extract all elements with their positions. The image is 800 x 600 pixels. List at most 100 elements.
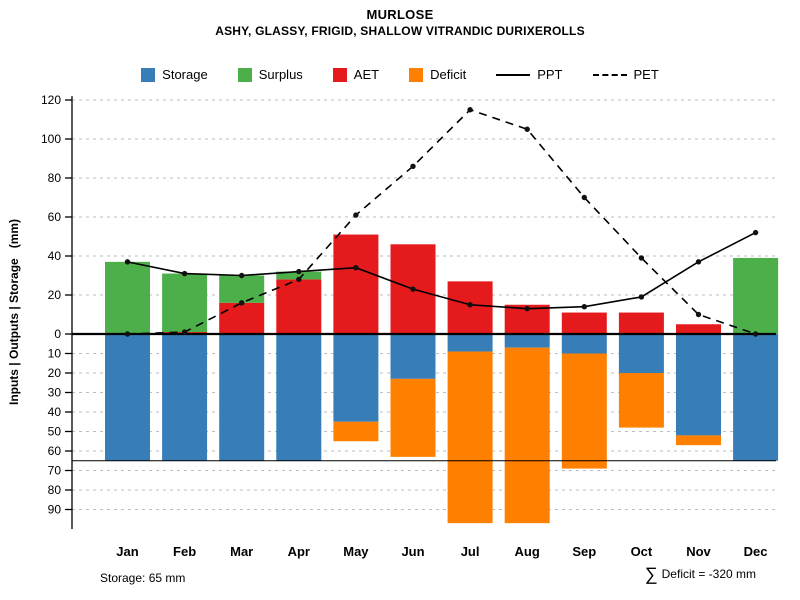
- deficit-total-text: Deficit = -320 mm: [661, 567, 756, 581]
- legend-item-aet: AET: [332, 67, 380, 82]
- bar-deficit-jul: [447, 351, 493, 524]
- bar-aet-oct: [618, 312, 664, 334]
- bar-surplus-feb: [162, 273, 208, 333]
- bar-aet-apr: [276, 279, 322, 334]
- legend-item-pet: PET: [592, 67, 659, 82]
- ppt-point-dec: [752, 229, 759, 236]
- deficit-total-note: ∑ Deficit = -320 mm: [645, 565, 756, 583]
- x-tick-label-nov: Nov: [686, 544, 711, 559]
- legend-label: Surplus: [258, 67, 303, 82]
- pet-point-mar: [239, 300, 245, 306]
- y-tick-label-0: 0: [54, 327, 61, 341]
- pet-point-apr: [296, 276, 302, 283]
- y-tick-label-neg-60: 60: [48, 444, 62, 458]
- y-tick-label-neg-90: 90: [48, 503, 62, 517]
- pet-point-sep: [581, 194, 587, 201]
- x-tick-label-jun: Jun: [401, 544, 424, 559]
- legend-item-deficit: Deficit: [409, 67, 466, 82]
- bar-storage-apr: [276, 334, 322, 461]
- legend-item-storage: Storage: [141, 67, 208, 82]
- bar-deficit-oct: [618, 373, 664, 428]
- y-tick-label-40: 40: [48, 249, 62, 263]
- bar-surplus-dec: [733, 257, 779, 334]
- surplus-swatch-icon: [237, 67, 252, 82]
- x-tick-label-aug: Aug: [515, 544, 540, 559]
- line-dashed-icon: [592, 73, 627, 76]
- y-axis-title: Inputs | Outputs | Storage (mm): [7, 219, 21, 405]
- bar-deficit-sep: [561, 353, 607, 469]
- bar-deficit-may: [333, 421, 379, 442]
- bar-deficit-aug: [504, 347, 550, 524]
- pet-point-feb: [181, 329, 188, 335]
- ppt-point-aug: [524, 305, 530, 312]
- legend-label: PET: [633, 67, 659, 82]
- y-tick-label-neg-10: 10: [48, 347, 62, 361]
- bar-storage-nov: [676, 334, 721, 436]
- y-tick-label-neg-30: 30: [48, 386, 62, 400]
- bar-surplus-apr: [276, 271, 322, 280]
- x-tick-label-jan: Jan: [116, 544, 138, 559]
- bar-storage-dec: [733, 334, 779, 461]
- x-tick-label-apr: Apr: [288, 544, 310, 559]
- legend-item-surplus: Surplus: [237, 67, 303, 82]
- x-tick-label-jul: Jul: [461, 544, 480, 559]
- bar-storage-jul: [447, 334, 493, 352]
- x-tick-label-sep: Sep: [572, 544, 596, 559]
- pet-point-jan: [124, 331, 131, 337]
- x-tick-label-mar: Mar: [230, 544, 253, 559]
- ppt-point-feb: [181, 270, 188, 277]
- ppt-point-oct: [638, 294, 645, 300]
- x-tick-label-may: May: [343, 544, 369, 559]
- legend-label: Storage: [162, 67, 208, 82]
- ppt-point-may: [353, 265, 359, 271]
- ppt-point-jan: [124, 259, 131, 265]
- chart-subtitle: ASHY, GLASSY, FRIGID, SHALLOW VITRANDIC …: [215, 24, 585, 38]
- bar-storage-mar: [219, 334, 265, 461]
- pet-point-jul: [467, 107, 473, 113]
- bar-storage-sep: [561, 334, 607, 354]
- y-tick-label-neg-70: 70: [48, 464, 62, 478]
- chart-title: MURLOSE: [366, 7, 434, 22]
- storage-note: Storage: 65 mm: [100, 571, 186, 585]
- ppt-point-sep: [581, 304, 587, 310]
- legend-label: AET: [353, 67, 380, 82]
- y-tick-label-20: 20: [48, 288, 62, 302]
- pet-point-oct: [638, 255, 645, 261]
- bar-surplus-mar: [219, 275, 265, 303]
- sigma-symbol: ∑: [644, 564, 658, 584]
- bar-storage-jun: [390, 334, 436, 379]
- legend: Storage Surplus AET Deficit PPT PET: [0, 67, 800, 82]
- legend-item-ppt: PPT: [496, 67, 563, 82]
- y-tick-label-100: 100: [41, 132, 61, 146]
- y-tick-label-80: 80: [48, 171, 62, 185]
- bar-aet-mar: [219, 302, 265, 334]
- pet-line: [127, 108, 756, 335]
- aet-swatch-icon: [332, 67, 347, 82]
- y-tick-label-neg-80: 80: [48, 483, 62, 497]
- ppt-point-nov: [695, 259, 702, 265]
- pet-point-aug: [524, 126, 530, 132]
- bar-deficit-nov: [676, 435, 721, 446]
- bar-storage-jan: [105, 334, 150, 461]
- ppt-point-mar: [239, 272, 245, 279]
- ppt-point-jun: [410, 286, 416, 292]
- x-tick-label-oct: Oct: [631, 544, 653, 559]
- bar-storage-may: [333, 334, 379, 422]
- x-tick-label-feb: Feb: [173, 544, 196, 559]
- y-tick-label-120: 120: [41, 93, 61, 107]
- bar-deficit-jun: [390, 378, 436, 457]
- y-tick-label-60: 60: [48, 210, 62, 224]
- bar-aet-jul: [447, 281, 493, 334]
- bar-aet-sep: [561, 312, 607, 334]
- line-solid-icon: [496, 73, 531, 76]
- ppt-point-jul: [467, 302, 473, 308]
- bar-surplus-jan: [105, 261, 150, 334]
- y-tick-label-neg-40: 40: [48, 405, 62, 419]
- ppt-point-apr: [296, 268, 302, 275]
- bar-aet-nov: [676, 324, 721, 334]
- y-tick-label-neg-20: 20: [48, 366, 62, 380]
- legend-label: Deficit: [430, 67, 467, 82]
- bar-storage-feb: [162, 334, 208, 461]
- bar-storage-oct: [618, 334, 664, 373]
